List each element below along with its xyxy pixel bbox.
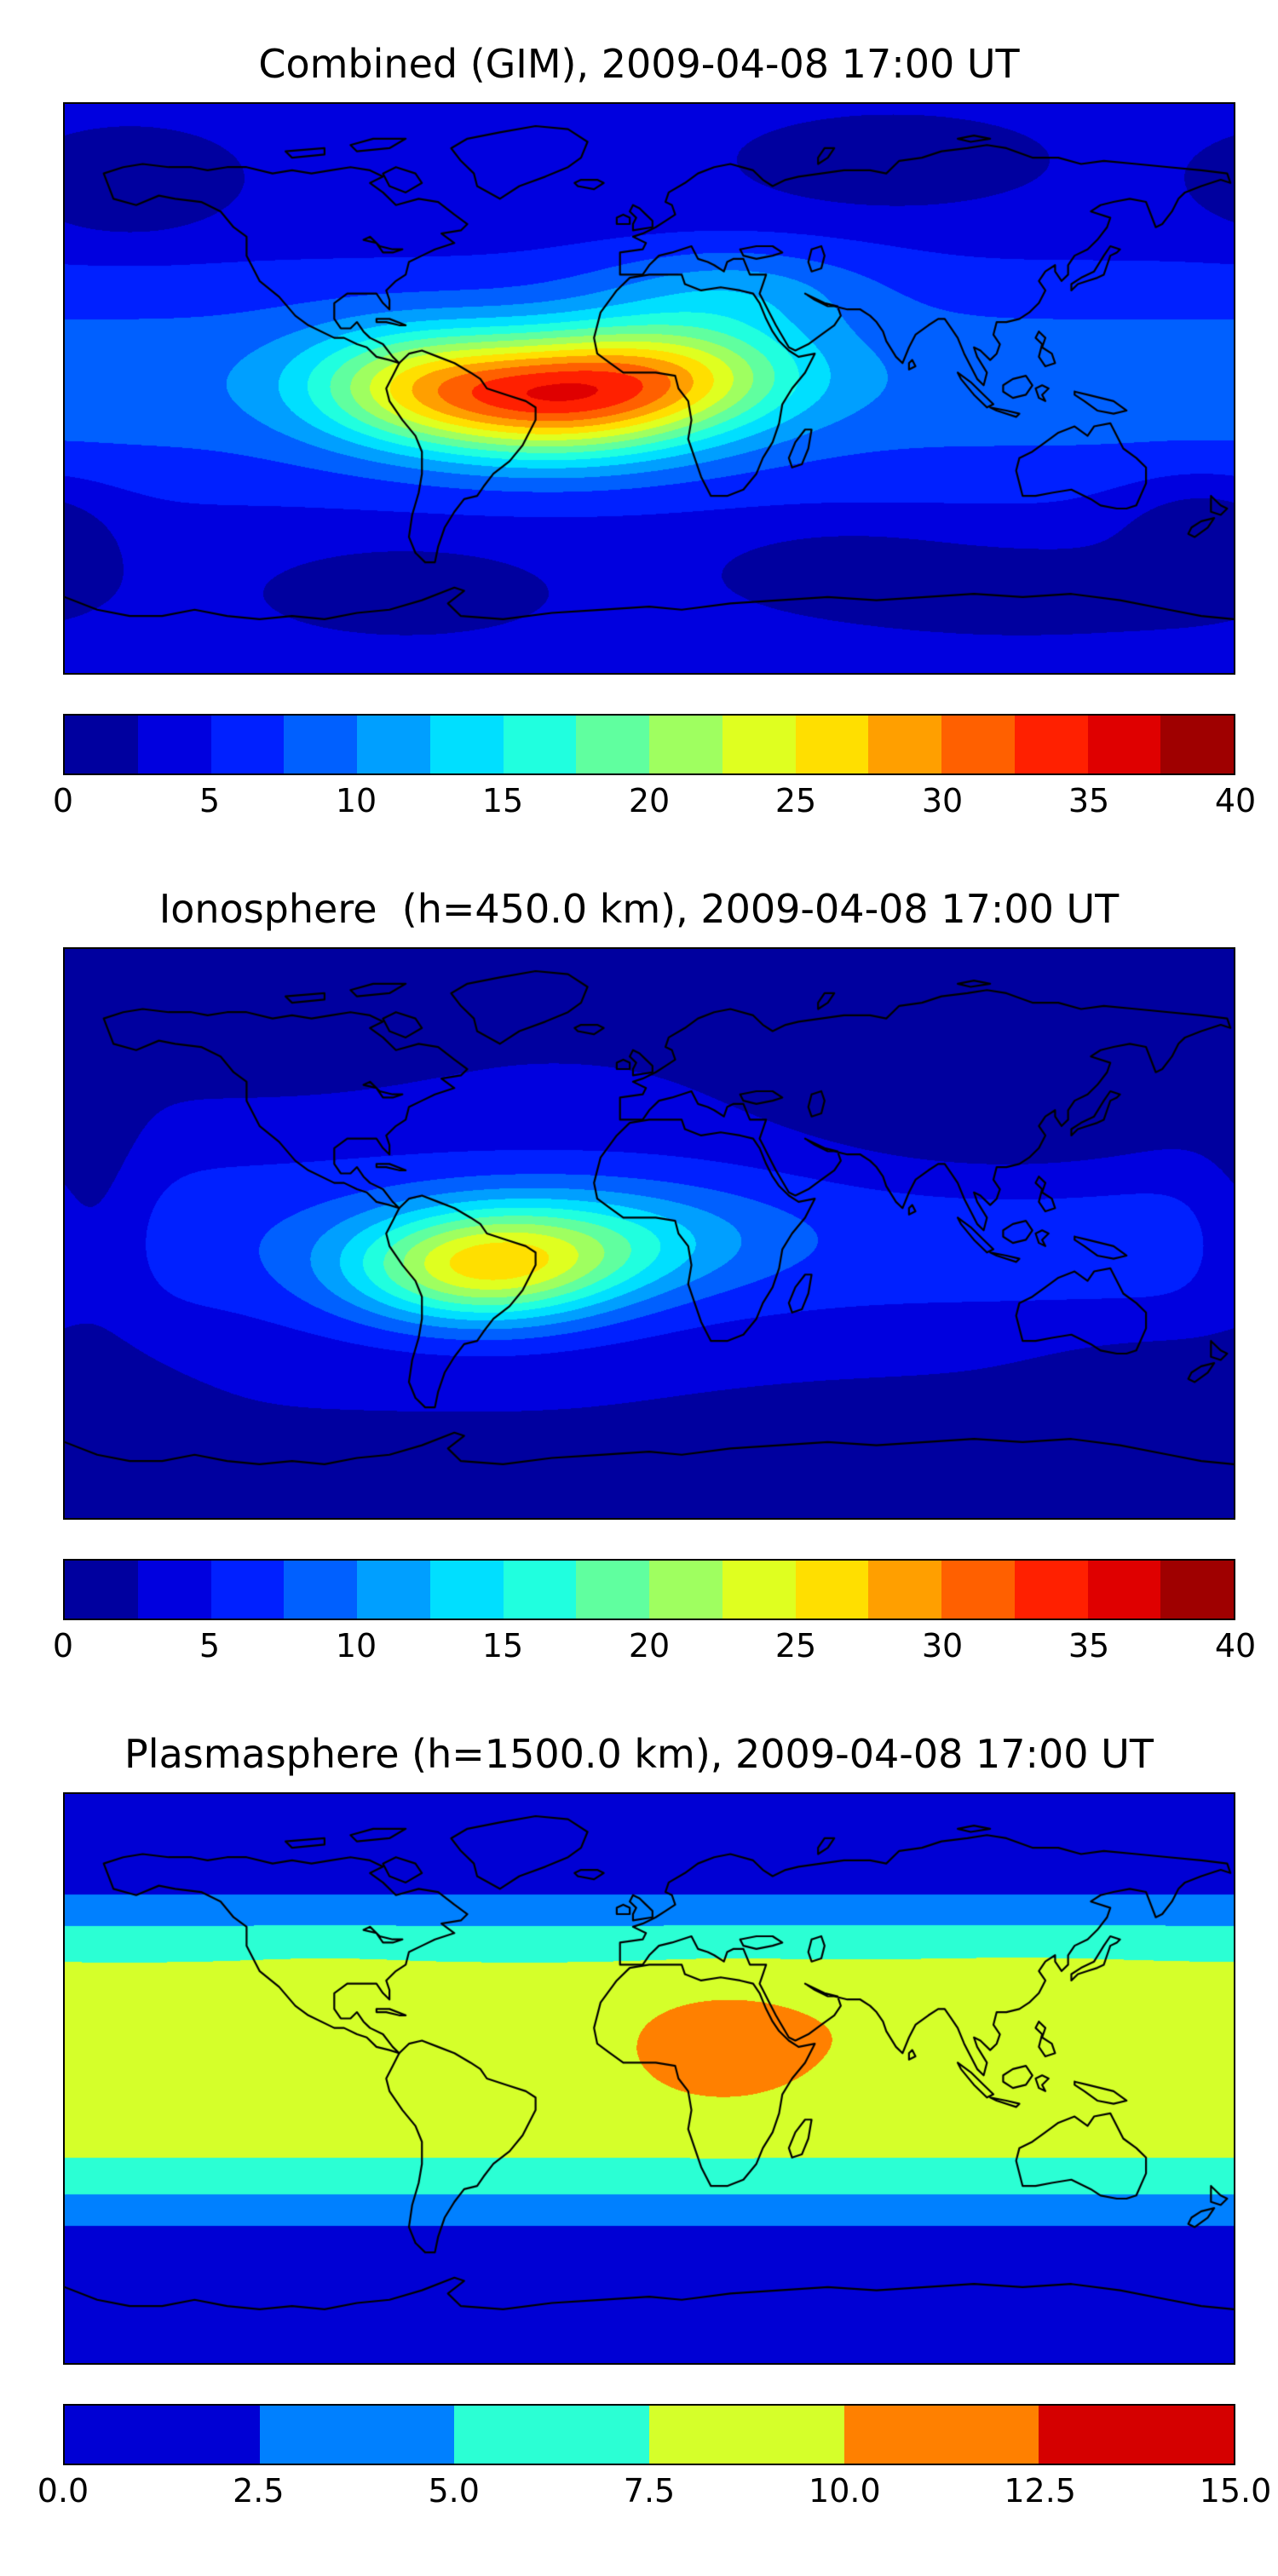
colorbar-segment <box>1014 716 1088 773</box>
colorbar-segment <box>722 716 796 773</box>
ionosphere-map-frame <box>63 947 1235 1520</box>
colorbar-segment <box>210 1561 285 1619</box>
colorbar-segment <box>429 1561 504 1619</box>
colorbar-tick-label: 12.5 <box>1004 2472 1076 2510</box>
colorbar-tick-label: 30 <box>921 1627 964 1665</box>
ionosphere-panel-title: Ionosphere (h=450.0 km), 2009-04-08 17:0… <box>158 886 1120 932</box>
colorbar-tick-label: 15 <box>481 782 524 819</box>
plasmasphere-map-frame <box>63 1792 1235 2365</box>
combined-map-canvas <box>65 104 1234 673</box>
colorbar-tick-label: 40 <box>1214 782 1257 819</box>
colorbar-tick-label: 20 <box>628 782 671 819</box>
colorbar-segment <box>868 716 941 773</box>
ionosphere-colorbar <box>63 1559 1235 1620</box>
colorbar-segment <box>1087 1561 1161 1619</box>
colorbar-segment <box>576 1561 649 1619</box>
colorbar-tick-label: 5.0 <box>428 2472 480 2510</box>
combined-map-frame <box>63 102 1235 675</box>
colorbar-segment <box>576 716 649 773</box>
ionosphere-tec-panel: Ionosphere (h=450.0 km), 2009-04-08 17:0… <box>0 886 1278 1676</box>
colorbar-segment <box>284 716 357 773</box>
colorbar-segment <box>649 716 722 773</box>
colorbar-tick-label: 35 <box>1068 782 1110 819</box>
colorbar-segment <box>795 1561 869 1619</box>
plasmasphere-panel-title: Plasmasphere (h=1500.0 km), 2009-04-08 1… <box>124 1731 1154 1777</box>
colorbar-segment <box>941 716 1015 773</box>
colorbar-tick-label: 10.0 <box>809 2472 881 2510</box>
colorbar-segment <box>868 1561 941 1619</box>
colorbar-segment <box>284 1561 357 1619</box>
plasmasphere-map-canvas <box>65 1794 1234 2363</box>
ionosphere-map-canvas <box>65 949 1234 1518</box>
colorbar-tick-label: 15.0 <box>1199 2472 1272 2510</box>
colorbar-tick-label: 0.0 <box>37 2472 89 2510</box>
colorbar-segment <box>429 716 504 773</box>
colorbar-tick-label: 5 <box>199 782 221 819</box>
colorbar-tick-label: 7.5 <box>623 2472 676 2510</box>
colorbar-segment <box>65 2406 260 2464</box>
colorbar-segment <box>259 2406 455 2464</box>
colorbar-segment <box>503 716 577 773</box>
colorbar-segment <box>722 1561 796 1619</box>
combined-panel-title: Combined (GIM), 2009-04-08 17:00 UT <box>258 41 1020 87</box>
colorbar-segment <box>1014 1561 1088 1619</box>
colorbar-segment <box>137 716 211 773</box>
colorbar-segment <box>1160 1561 1234 1619</box>
colorbar-segment <box>137 1561 211 1619</box>
plasmasphere-colorbar <box>63 2404 1235 2465</box>
colorbar-segment <box>65 1561 138 1619</box>
colorbar-segment <box>65 716 138 773</box>
colorbar-tick-label: 5 <box>199 1627 221 1665</box>
colorbar-tick-label: 20 <box>628 1627 671 1665</box>
colorbar-tick-label: 0 <box>52 1627 74 1665</box>
colorbar-segment <box>357 1561 430 1619</box>
combined-colorbar-tick-row: 0 5 10 15 20 25 30 35 40 <box>53 782 1256 831</box>
colorbar-tick-label: 35 <box>1068 1627 1110 1665</box>
colorbar-tick-label: 10 <box>335 782 377 819</box>
colorbar-segment <box>1039 2406 1235 2464</box>
colorbar-segment <box>843 2406 1039 2464</box>
colorbar-tick-label: 40 <box>1214 1627 1257 1665</box>
colorbar-tick-label: 10 <box>335 1627 377 1665</box>
colorbar-segment <box>1087 716 1161 773</box>
colorbar-segment <box>503 1561 577 1619</box>
colorbar-segment <box>649 2406 844 2464</box>
colorbar-tick-label: 0 <box>52 782 74 819</box>
colorbar-tick-label: 25 <box>774 1627 817 1665</box>
colorbar-tick-label: 30 <box>921 782 964 819</box>
plasmasphere-colorbar-tick-row: 0.0 2.5 5.0 7.5 10.0 12.5 15.0 <box>37 2472 1272 2521</box>
colorbar-tick-label: 2.5 <box>233 2472 285 2510</box>
colorbar-segment <box>795 716 869 773</box>
ionosphere-colorbar-tick-row: 0 5 10 15 20 25 30 35 40 <box>53 1627 1256 1676</box>
colorbar-segment <box>1160 716 1234 773</box>
colorbar-segment <box>357 716 430 773</box>
colorbar-tick-label: 25 <box>774 782 817 819</box>
colorbar-segment <box>941 1561 1015 1619</box>
colorbar-segment <box>649 1561 722 1619</box>
colorbar-segment <box>454 2406 650 2464</box>
colorbar-segment <box>210 716 285 773</box>
combined-colorbar <box>63 714 1235 775</box>
combined-tec-panel: Combined (GIM), 2009-04-08 17:00 UT 0 5 10… <box>0 41 1278 831</box>
colorbar-tick-label: 15 <box>481 1627 524 1665</box>
plasmasphere-tec-panel: Plasmasphere (h=1500.0 km), 2009-04-08 1… <box>0 1731 1278 2521</box>
